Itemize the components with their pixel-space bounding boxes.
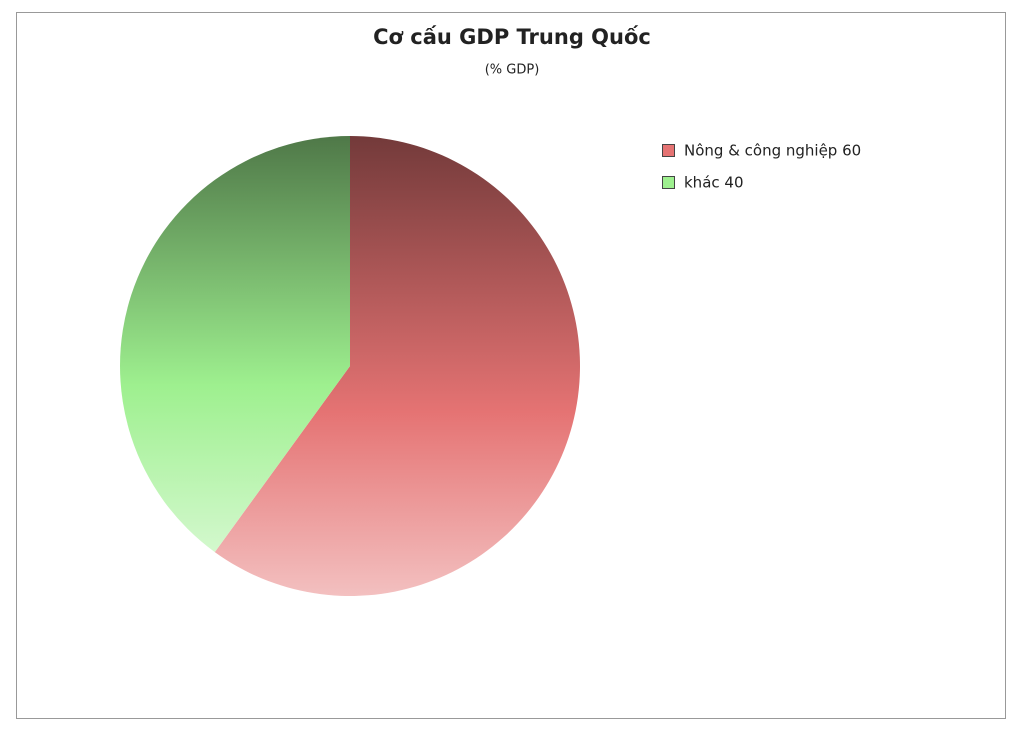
legend-swatch [662, 144, 675, 157]
pie-slice [120, 136, 351, 553]
pie-slice [214, 136, 581, 597]
legend-swatch [662, 176, 675, 189]
legend-label: khác 40 [684, 174, 744, 192]
chart-title: Cơ cấu GDP Trung Quốc [373, 25, 651, 49]
chart-subtitle: (% GDP) [485, 63, 540, 78]
legend-label: Nông & công nghiệp 60 [684, 142, 861, 160]
